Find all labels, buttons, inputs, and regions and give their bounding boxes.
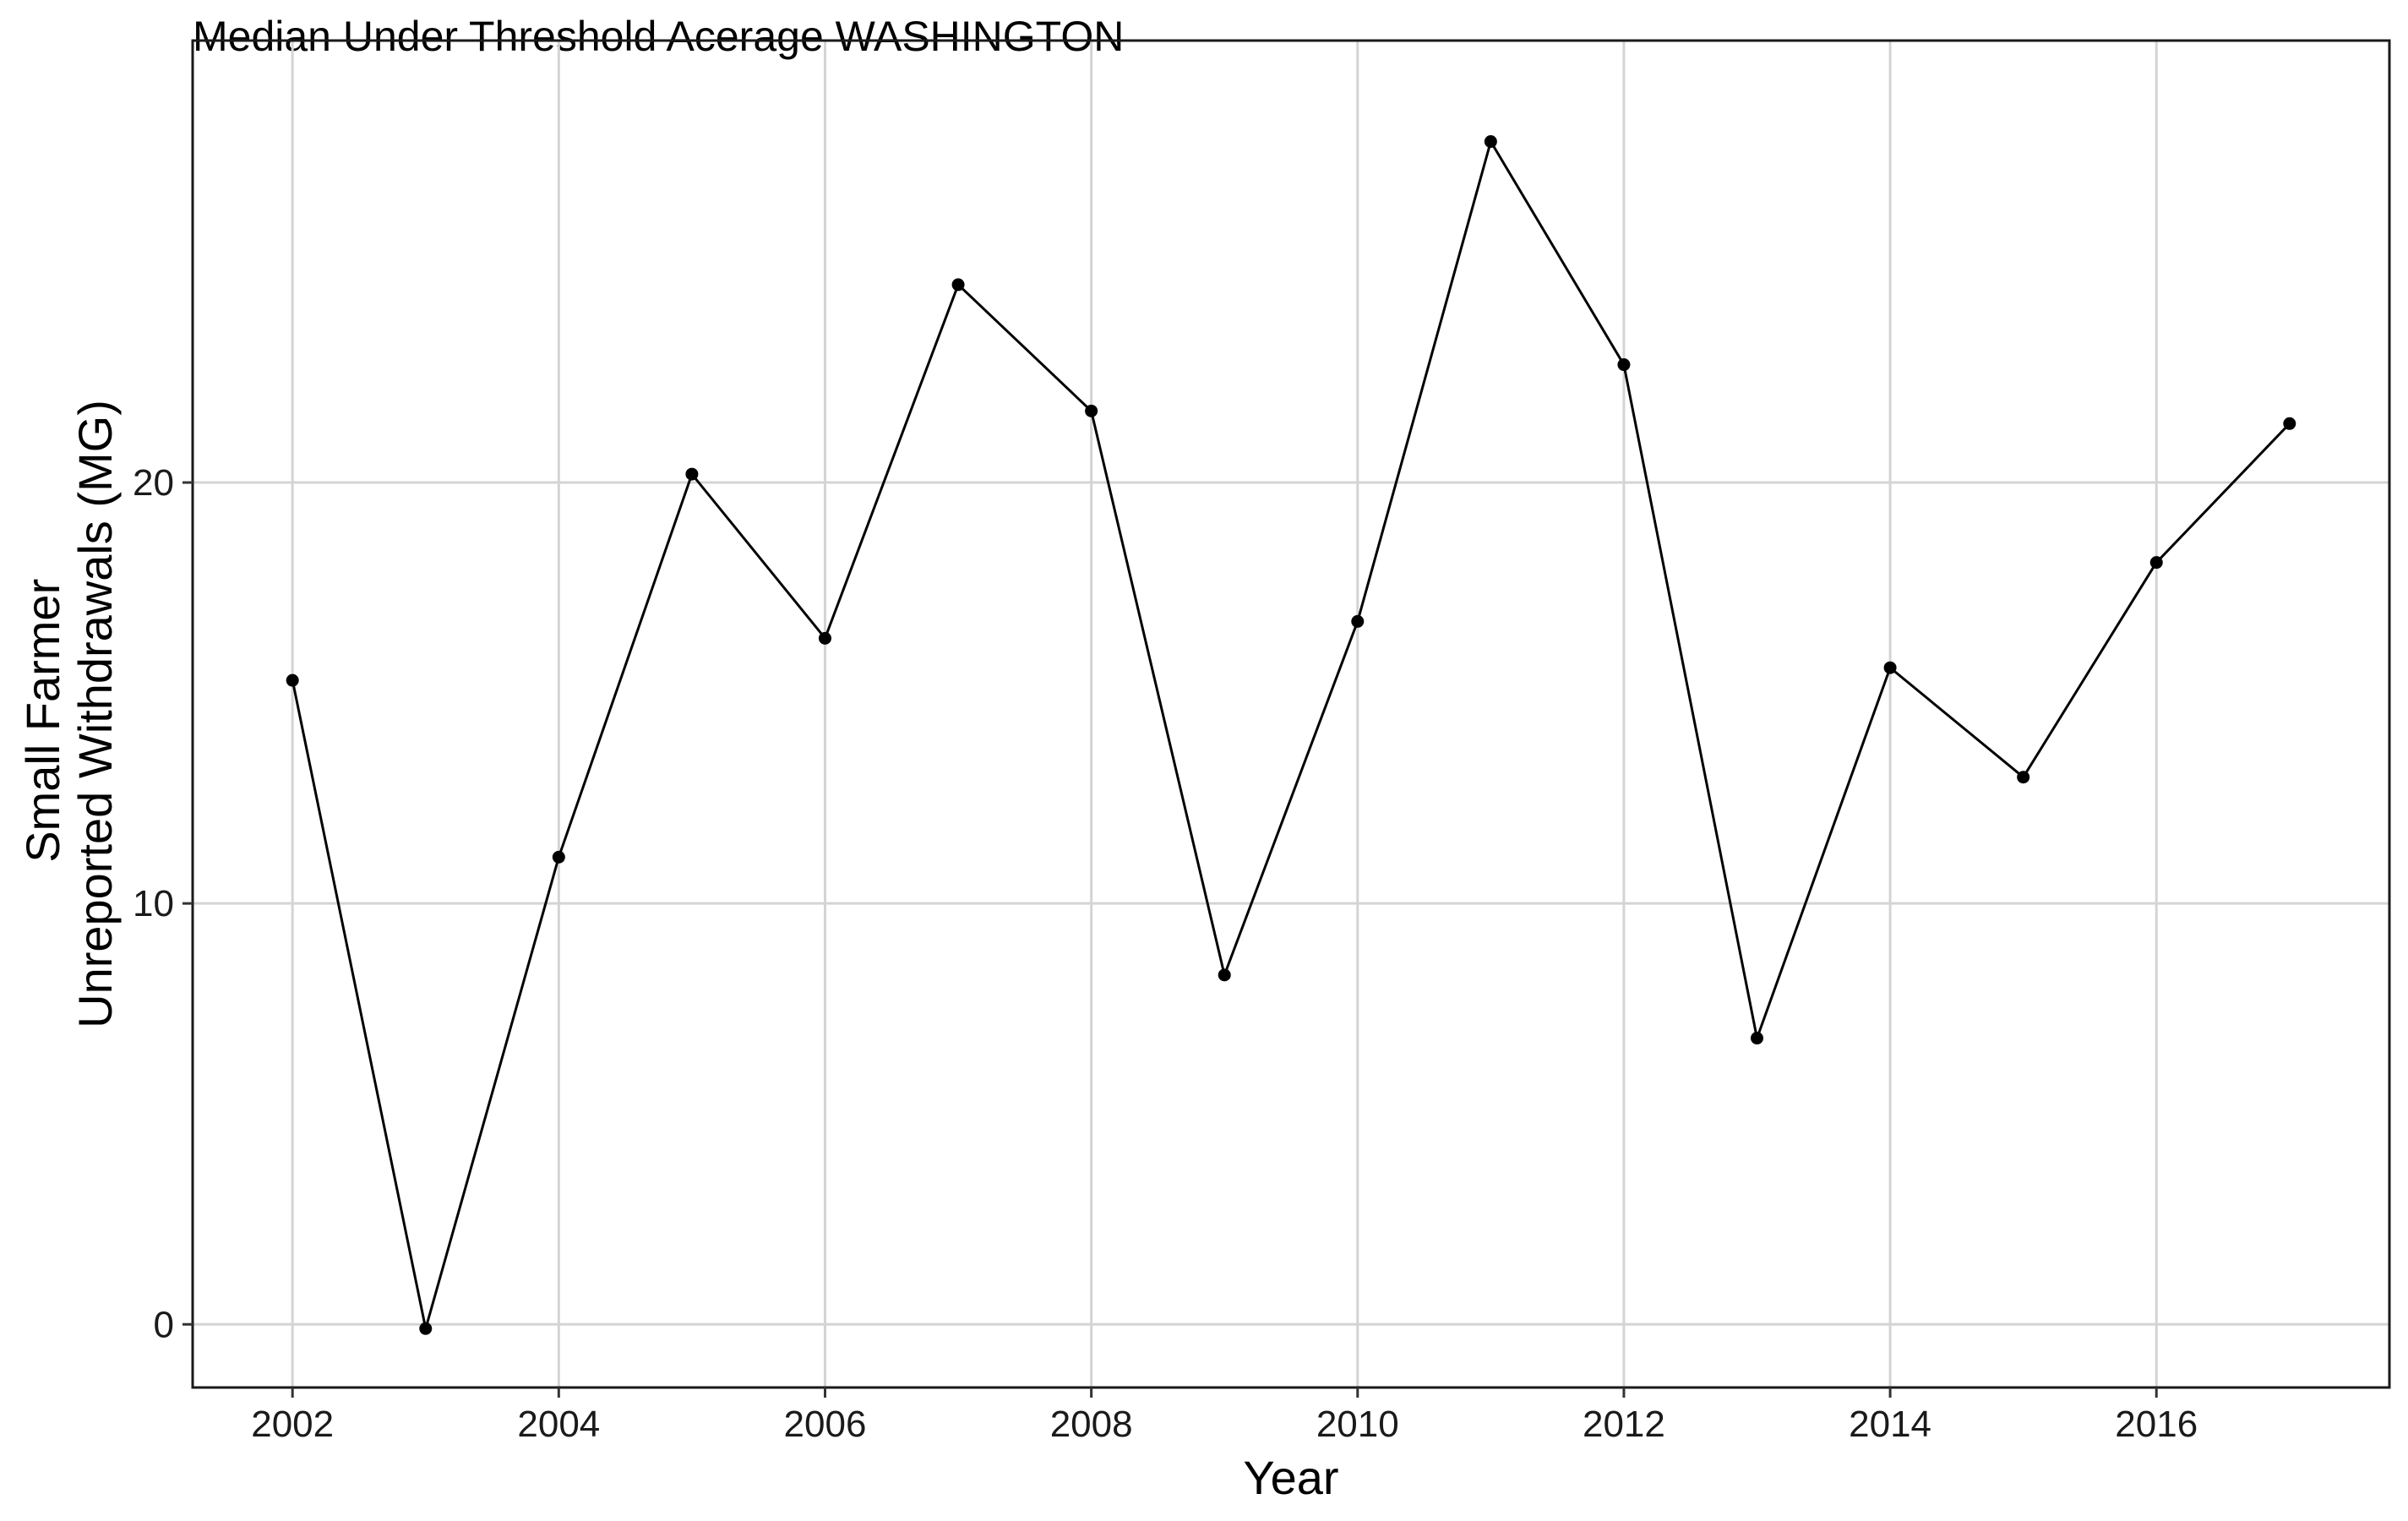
data-point-2014 — [1883, 661, 1897, 674]
y-axis-title: Small Farmer Unreported Withdrawals (MG) — [16, 400, 122, 1028]
data-point-2011 — [1484, 135, 1497, 149]
y-tick-label-20: 20 — [133, 462, 174, 504]
data-point-2007 — [951, 278, 965, 292]
x-tick-label-2002: 2002 — [251, 1404, 334, 1445]
plot-panel-border — [191, 39, 2391, 1389]
data-point-2016 — [2149, 556, 2163, 570]
y-tick-label-10: 10 — [133, 883, 174, 924]
data-point-2006 — [818, 631, 831, 645]
data-point-2002 — [286, 673, 299, 687]
y-tick-label-0: 0 — [154, 1304, 174, 1345]
data-point-2013 — [1751, 1032, 1764, 1045]
x-tick-label-2010: 2010 — [1316, 1404, 1399, 1445]
data-point-2008 — [1085, 404, 1098, 417]
x-tick-label-2014: 2014 — [1849, 1404, 1931, 1445]
x-tick-label-2012: 2012 — [1583, 1404, 1665, 1445]
x-tick-label-2006: 2006 — [784, 1404, 867, 1445]
x-tick-label-2004: 2004 — [517, 1404, 600, 1445]
series-line-0 — [291, 138, 2291, 1329]
chart-title: Median Under Threshold Acerage WASHINGTO… — [193, 13, 1124, 60]
x-axis: 2002 2004 2006 2008 2010 2012 2014 2016 — [251, 1387, 2198, 1445]
x-axis-title: Year — [1243, 1451, 1338, 1504]
data-point-2009 — [1218, 968, 1231, 982]
data-point-2004 — [552, 850, 565, 864]
grid-lines — [193, 41, 2389, 1387]
x-tick-label-2016: 2016 — [2115, 1404, 2198, 1445]
x-tick-label-2008: 2008 — [1050, 1404, 1133, 1445]
y-axis-title-line-1: Small Farmer — [16, 579, 69, 863]
data-point-2017 — [2283, 417, 2296, 430]
data-point-2010 — [1351, 614, 1365, 628]
data-point-2015 — [2017, 771, 2030, 784]
data-point-2005 — [685, 467, 699, 481]
data-series — [286, 135, 2296, 1335]
y-axis: 0 10 20 — [133, 462, 193, 1345]
data-point-2003 — [419, 1322, 433, 1335]
data-point-2012 — [1617, 358, 1631, 372]
y-axis-title-line-2: Unreported Withdrawals (MG) — [68, 400, 122, 1028]
